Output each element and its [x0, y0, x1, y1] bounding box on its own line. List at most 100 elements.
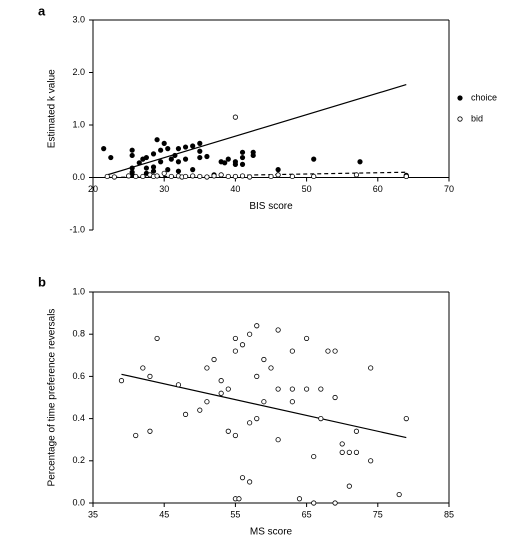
- point: [154, 173, 160, 179]
- point: [275, 386, 281, 392]
- y-tick-label: 0.4: [72, 413, 85, 423]
- point: [150, 164, 157, 170]
- point: [396, 491, 402, 498]
- point: [190, 143, 196, 149]
- point: [182, 156, 189, 162]
- point: [225, 173, 231, 180]
- point: [254, 373, 260, 379]
- point: [197, 407, 203, 413]
- point: [311, 156, 317, 162]
- point: [161, 170, 167, 176]
- x-tick-label: 75: [373, 509, 383, 519]
- point: [311, 453, 317, 460]
- point: [222, 160, 228, 166]
- point: [126, 173, 132, 179]
- point: [247, 420, 253, 426]
- point: [353, 449, 360, 455]
- x-axis-title: MS score: [250, 527, 293, 538]
- point: [218, 172, 224, 178]
- point: [332, 500, 338, 506]
- point: [236, 496, 242, 502]
- point: [197, 140, 203, 146]
- point: [232, 432, 238, 439]
- point: [158, 159, 164, 165]
- point: [143, 154, 149, 161]
- point: [296, 496, 303, 502]
- panel-label: a: [38, 3, 46, 18]
- point: [133, 173, 139, 180]
- point: [368, 365, 374, 371]
- point: [129, 152, 135, 159]
- point: [339, 441, 345, 447]
- point: [225, 386, 231, 392]
- point: [275, 437, 281, 443]
- point: [289, 386, 295, 392]
- point: [368, 458, 374, 464]
- point: [289, 399, 295, 405]
- y-tick-label: -1.0: [69, 224, 85, 234]
- point: [225, 156, 231, 162]
- point: [211, 356, 217, 363]
- point: [403, 173, 409, 180]
- point: [204, 399, 210, 405]
- x-tick-label: 45: [159, 509, 169, 519]
- point: [158, 147, 164, 153]
- legend-marker: [457, 116, 463, 122]
- y-axis-title: Estimated k value: [47, 69, 58, 148]
- point: [154, 335, 160, 342]
- point: [204, 153, 210, 160]
- point: [182, 173, 189, 180]
- point: [147, 373, 153, 379]
- y-axis-title: Percentage of time preference reversals: [47, 309, 58, 487]
- point: [247, 174, 253, 180]
- point: [318, 415, 324, 422]
- point: [254, 323, 260, 329]
- point: [211, 173, 217, 179]
- point: [239, 342, 246, 348]
- point: [190, 167, 196, 173]
- point: [129, 147, 135, 153]
- legend-marker: [457, 95, 463, 101]
- point: [232, 335, 238, 342]
- point: [346, 449, 352, 455]
- point: [175, 382, 182, 388]
- point: [346, 483, 352, 489]
- point: [168, 173, 174, 180]
- point: [175, 146, 182, 152]
- point: [140, 173, 146, 180]
- y-tick-label: 0.0: [72, 172, 85, 182]
- point: [150, 151, 157, 157]
- point: [129, 165, 135, 171]
- point: [318, 386, 324, 392]
- point: [332, 348, 338, 354]
- point: [339, 449, 345, 455]
- point: [289, 348, 295, 354]
- point: [108, 154, 114, 161]
- point: [268, 173, 274, 180]
- point: [232, 161, 238, 167]
- point: [232, 173, 238, 180]
- point: [225, 428, 231, 434]
- legend-label: choice: [471, 92, 497, 102]
- x-tick-label: 85: [444, 509, 454, 519]
- point: [353, 428, 360, 434]
- x-tick-label: 30: [159, 184, 169, 194]
- panel-label: b: [38, 274, 46, 289]
- point: [247, 479, 253, 485]
- point: [172, 152, 178, 159]
- point: [254, 415, 260, 422]
- x-tick-label: 60: [373, 184, 383, 194]
- point: [250, 152, 256, 159]
- point: [311, 173, 317, 180]
- point: [101, 146, 107, 152]
- point: [303, 386, 310, 392]
- trend-line: [107, 84, 407, 176]
- point: [165, 167, 171, 173]
- point: [247, 331, 253, 337]
- point: [161, 140, 167, 146]
- point: [168, 156, 174, 162]
- y-tick-label: 0.6: [72, 371, 85, 381]
- point: [104, 173, 110, 180]
- point: [190, 173, 196, 179]
